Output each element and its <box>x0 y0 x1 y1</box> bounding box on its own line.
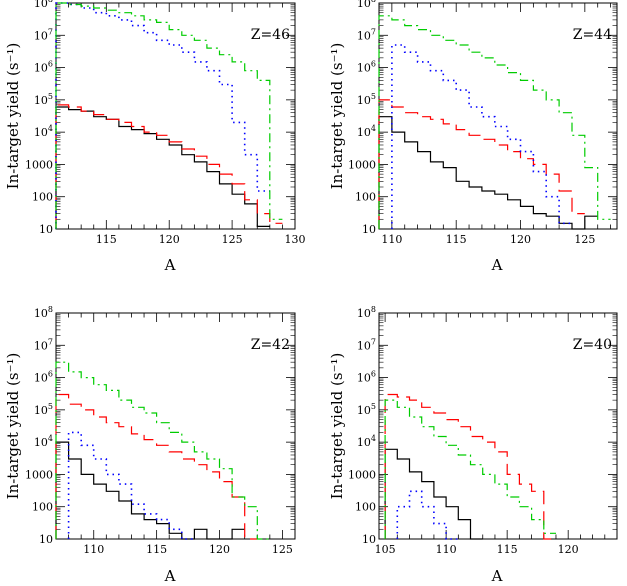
y-tick-label: 108 <box>34 305 53 320</box>
series-line-dashdot <box>55 2 283 229</box>
y-tick-label: 108 <box>34 0 53 10</box>
y-tick-label: 106 <box>34 370 53 385</box>
series-line-dotted <box>55 2 270 229</box>
panel-label: Z=44 <box>573 27 612 43</box>
y-axis-label: In-target yield (s⁻¹) <box>328 43 346 190</box>
x-tick-label: 115 <box>96 233 117 246</box>
y-tick-label: 100 <box>32 191 53 204</box>
y-axis-label: In-target yield (s⁻¹) <box>328 353 346 500</box>
series-line-solid <box>55 441 245 540</box>
y-tick-label: 1000 <box>25 158 53 171</box>
y-tick-label: 1000 <box>348 468 376 481</box>
x-tick-label: 125 <box>272 543 293 556</box>
y-tick-label: 104 <box>34 434 53 449</box>
series-line-dashdot <box>55 361 270 540</box>
chart-panel-3: 110 115 120 125 10 100 1000 104 105 106 107 108 Z=42… <box>4 305 296 585</box>
x-tick-label: 105 <box>375 543 396 556</box>
series-line-dashdot <box>384 399 556 539</box>
x-axis-label: A <box>164 567 176 585</box>
x-axis-label: A <box>491 256 503 274</box>
x-tick-label: 115 <box>497 543 518 556</box>
y-tick-label: 104 <box>34 124 53 139</box>
x-tick-label: 120 <box>558 543 579 556</box>
x-tick-label: 110 <box>83 543 104 556</box>
y-tick-label: 105 <box>34 92 53 107</box>
y-tick-label: 10 <box>39 223 53 236</box>
series-line-dashed <box>55 393 258 540</box>
y-tick-label: 107 <box>357 337 376 352</box>
y-tick-label: 10 <box>362 533 376 546</box>
y-tick-label: 100 <box>32 501 53 514</box>
y-tick-label: 1000 <box>348 158 376 171</box>
y-tick-label: 105 <box>34 402 53 417</box>
y-tick-label: 105 <box>357 92 376 107</box>
y-tick-label: 10 <box>39 533 53 546</box>
y-tick-label: 1000 <box>25 468 53 481</box>
y-tick-label: 104 <box>357 434 376 449</box>
y-tick-label: 106 <box>34 60 53 75</box>
x-tick-label: 120 <box>510 233 531 246</box>
x-tick-label: 120 <box>159 233 180 246</box>
series-line-dashdot <box>378 15 611 229</box>
series-line-solid <box>384 448 483 540</box>
y-tick-label: 104 <box>357 124 376 139</box>
x-axis-label: A <box>164 256 176 274</box>
y-axis-label: In-target yield (s⁻¹) <box>4 353 22 500</box>
series-line-solid <box>55 106 270 229</box>
y-tick-label: 107 <box>34 27 53 42</box>
x-tick-label: 125 <box>222 233 243 246</box>
panel-label: Z=42 <box>251 337 290 353</box>
x-axis-label: A <box>491 567 503 585</box>
plot-frame <box>378 312 618 540</box>
series-line-dashed <box>55 104 283 229</box>
series-line-dotted <box>391 44 572 229</box>
y-tick-label: 106 <box>357 60 376 75</box>
y-tick-label: 105 <box>357 402 376 417</box>
x-tick-label: 110 <box>381 233 402 246</box>
series-line-dotted <box>396 490 459 540</box>
x-tick-label: 115 <box>446 233 467 246</box>
series-line-dotted <box>67 431 195 540</box>
y-tick-label: 107 <box>34 337 53 352</box>
y-tick-label: 108 <box>357 0 376 10</box>
series-line-solid <box>378 116 598 230</box>
y-tick-label: 107 <box>357 27 376 42</box>
chart-panel-1: 115 120 125 130 10 100 1000 104 105 106 107 108 Z=46… <box>4 0 306 274</box>
series-line-dashed <box>378 99 585 229</box>
series-line-dashed <box>384 393 556 540</box>
y-tick-label: 106 <box>357 370 376 385</box>
x-tick-label: 120 <box>209 543 230 556</box>
y-tick-label: 100 <box>355 501 376 514</box>
chart-panel-2: 110 115 120 125 10 100 1000 104 105 106 107 108 Z=44… <box>328 0 618 274</box>
panel-label: Z=40 <box>573 337 612 353</box>
y-tick-label: 108 <box>357 305 376 320</box>
y-tick-label: 100 <box>355 191 376 204</box>
chart-panel-4: 105 110 115 120 10 100 1000 104 105 106 107 108 Z=40… <box>328 305 618 585</box>
x-tick-label: 125 <box>574 233 595 246</box>
x-tick-label: 130 <box>285 233 306 246</box>
panel-label: Z=46 <box>251 27 290 43</box>
x-tick-label: 110 <box>436 543 457 556</box>
y-tick-label: 10 <box>362 223 376 236</box>
y-axis-label: In-target yield (s⁻¹) <box>4 43 22 190</box>
x-tick-label: 115 <box>146 543 167 556</box>
